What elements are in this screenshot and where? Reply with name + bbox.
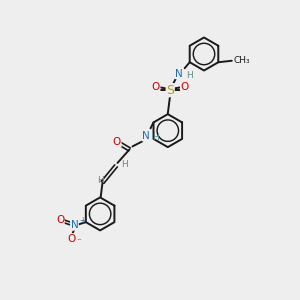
Text: ⁻: ⁻ (77, 238, 82, 247)
Text: O: O (152, 82, 160, 92)
Text: O: O (113, 137, 121, 147)
Text: CH₃: CH₃ (233, 56, 250, 65)
Text: N: N (70, 220, 78, 230)
Text: O: O (181, 82, 189, 92)
Text: +: + (80, 216, 86, 226)
Text: H: H (122, 160, 128, 169)
Text: N: N (142, 131, 150, 141)
Text: H: H (97, 176, 104, 185)
Text: H: H (186, 70, 193, 80)
Text: O: O (56, 215, 64, 225)
Text: H: H (153, 133, 159, 142)
Text: O: O (67, 234, 76, 244)
Text: N: N (175, 69, 183, 79)
Text: S: S (166, 84, 174, 97)
